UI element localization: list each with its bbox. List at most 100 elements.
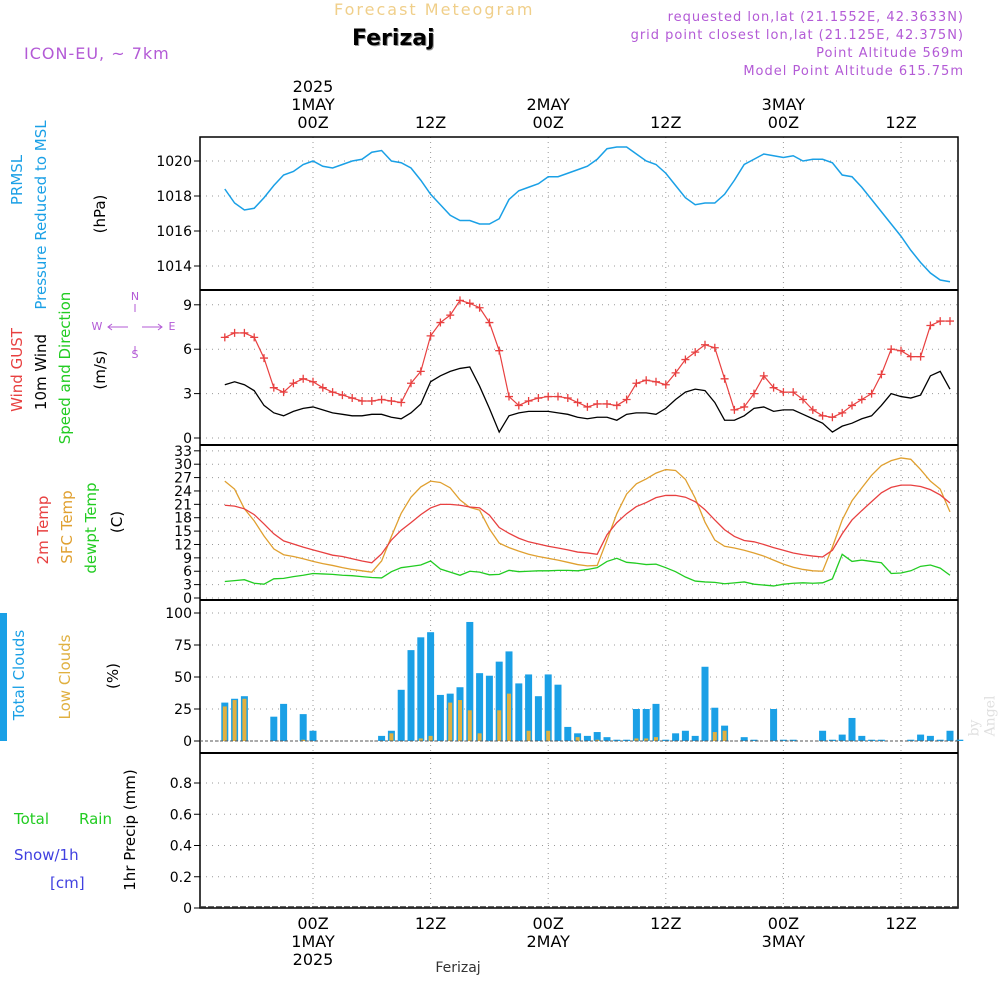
total-cloud-bar (466, 621, 474, 741)
total-cloud-bar (534, 696, 542, 741)
gust-marker (593, 399, 602, 408)
gust-marker (946, 317, 954, 326)
top-time-label: 12Z (650, 113, 681, 132)
gust-marker (750, 389, 758, 398)
low-cloud-bar (428, 735, 433, 741)
gust-marker (426, 331, 435, 340)
gust-marker (583, 402, 592, 411)
bottom-time-label: 00Z (768, 914, 799, 933)
total-cloud-bar (485, 675, 493, 741)
temp-label-dewpt: dewpt Temp (82, 482, 100, 573)
total-cloud-bar (515, 683, 523, 741)
total-cloud-bar (672, 733, 680, 741)
gust-marker (348, 394, 357, 403)
total-cloud-bar (632, 709, 640, 741)
gust-marker (740, 402, 749, 411)
point-altitude: Point Altitude 569m (816, 46, 964, 61)
total-cloud-bar (280, 703, 288, 741)
total-cloud-bar (691, 735, 699, 741)
total-cloud-bar (436, 694, 444, 741)
total-cloud-bar (652, 703, 660, 741)
precip-unit: 1hr Precip (mm) (121, 769, 139, 890)
total-cloud-bar (740, 737, 748, 741)
ytick-label-pressure: 1020 (156, 154, 192, 170)
gust-marker (701, 340, 709, 349)
gust-marker (465, 299, 474, 308)
gust-marker (505, 392, 513, 401)
compass-rose (107, 304, 163, 354)
top-time-label: 12Z (885, 113, 916, 132)
gust-marker (877, 370, 886, 379)
ytick-label-temp: 15 (174, 524, 192, 540)
total-cloud-bar (270, 716, 278, 741)
gust-marker (897, 346, 905, 355)
total-cloud-bar (828, 739, 836, 741)
total-cloud-bar (427, 632, 435, 741)
clouds-unit: (%) (104, 663, 122, 689)
ytick-label-precip: 0.4 (170, 839, 192, 855)
wind-label-10m: 10m Wind (32, 334, 50, 410)
compass-w: W (92, 320, 103, 333)
gust-marker (818, 411, 827, 420)
ytick-label-temp: 18 (174, 511, 192, 527)
low-cloud-bar (232, 700, 237, 741)
low-cloud-bar (497, 710, 502, 741)
gust-marker (652, 377, 660, 386)
ytick-label-wind: 0 (183, 431, 192, 447)
ytick-label-temp: 6 (183, 564, 192, 580)
pressure-unit: (hPa) (91, 195, 109, 234)
low-cloud-bar (477, 733, 482, 741)
total-cloud-bar (701, 666, 709, 741)
gust-marker (769, 383, 778, 392)
ytick-label-pressure: 1016 (156, 224, 192, 240)
total-cloud-bar (926, 735, 934, 741)
total-cloud-bar (681, 730, 689, 741)
ytick-label-clouds: 0 (183, 734, 192, 750)
low-cloud-bar (575, 737, 580, 741)
gust-marker (407, 379, 415, 388)
gust-marker (867, 389, 876, 398)
total-cloud-bar (0, 613, 7, 741)
top-time-label: 12Z (415, 113, 446, 132)
ytick-label-temp: 33 (174, 444, 192, 460)
gust-marker (534, 394, 543, 403)
low-cloud-bar (448, 702, 453, 741)
ytick-label-precip: 0 (183, 901, 192, 917)
low-cloud-bar (301, 739, 306, 741)
ytick-label-precip: 0.2 (170, 870, 192, 886)
station-name: Ferizaj (352, 26, 435, 51)
ytick-label-wind: 6 (183, 342, 192, 358)
gust-marker (397, 398, 406, 407)
temp-unit: (C) (108, 511, 126, 533)
ytick-label-temp: 24 (174, 484, 192, 500)
gust-marker (524, 397, 533, 405)
gust-marker (240, 328, 249, 337)
gust-marker (622, 395, 631, 404)
gust-marker (387, 397, 396, 405)
gust-marker (603, 399, 611, 408)
total-cloud-bar (662, 739, 670, 741)
total-cloud-bar (858, 735, 866, 741)
low-cloud-bar (526, 730, 531, 741)
total-cloud-bar (525, 674, 533, 741)
requested-coordinates: requested lon,lat (21.1552E, 42.3633N) (667, 10, 964, 25)
total-cloud-bar (838, 734, 846, 741)
ytick-label-clouds: 75 (174, 638, 192, 654)
chart-frame (199, 136, 959, 909)
total-cloud-bar (554, 684, 562, 741)
ytick-label-precip: 0.8 (170, 776, 192, 792)
gust-marker (887, 345, 896, 354)
gust-marker (857, 395, 866, 404)
compass-s: S (132, 348, 139, 361)
gust-marker (691, 348, 700, 357)
gust-marker (936, 317, 945, 326)
total-cloud-bar (593, 732, 601, 741)
gust-marker (230, 328, 239, 337)
gust-marker (485, 318, 494, 327)
total-cloud-bar (956, 739, 964, 741)
gust-marker (260, 354, 268, 363)
total-cloud-bar (848, 717, 856, 741)
ytick-label-temp: 21 (174, 497, 192, 513)
gust-marker (710, 343, 719, 352)
gust-marker (642, 376, 651, 385)
